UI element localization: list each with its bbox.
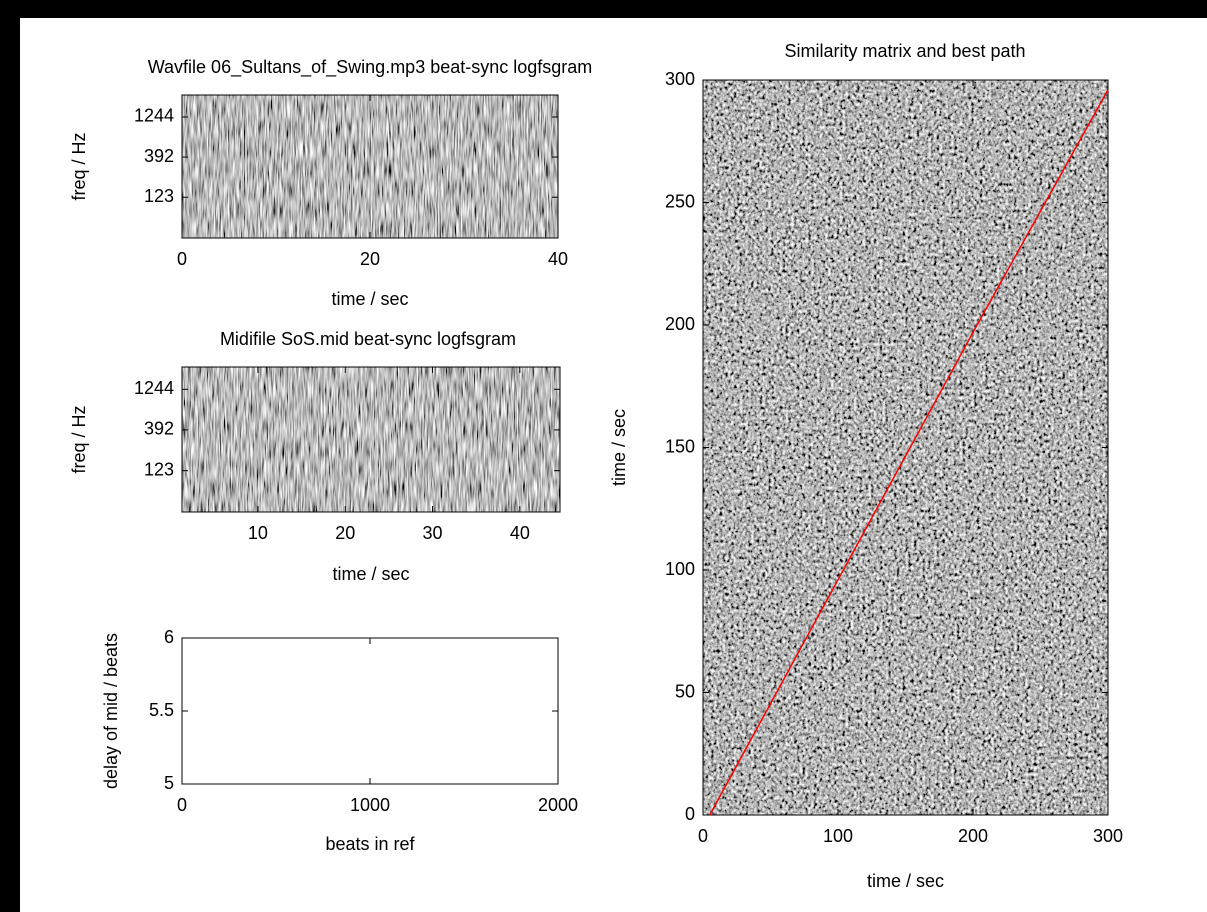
x-tick-label: 20 (335, 523, 355, 543)
y-axis-label: freq / Hz (69, 405, 89, 473)
y-axis-label: time / sec (609, 409, 629, 486)
best-path-line (709, 89, 1109, 816)
x-tick-label: 10 (248, 523, 268, 543)
x-tick-label: 0 (177, 795, 187, 815)
x-tick-label: 1000 (350, 795, 390, 815)
x-axis-label: time / sec (332, 564, 409, 584)
y-tick-label: 250 (665, 191, 695, 211)
x-tick-label: 40 (548, 249, 568, 269)
y-tick-label: 5.5 (149, 700, 174, 720)
y-tick-label: 1244 (134, 378, 174, 398)
y-tick-label: 392 (144, 146, 174, 166)
x-tick-label: 2000 (538, 795, 578, 815)
x-axis-label: time / sec (867, 871, 944, 891)
y-tick-label: 50 (675, 681, 695, 701)
axes-box (181, 366, 561, 513)
y-tick-label: 6 (164, 627, 174, 647)
subplot-title: Wavfile 06_Sultans_of_Swing.mp3 beat-syn… (148, 57, 593, 78)
x-tick-label: 30 (423, 523, 443, 543)
x-tick-label: 200 (958, 826, 988, 846)
x-tick-label: 0 (698, 826, 708, 846)
heatmap-image (182, 95, 558, 238)
y-tick-label: 1244 (134, 106, 174, 126)
y-axis-label: freq / Hz (69, 132, 89, 200)
y-tick-label: 0 (685, 804, 695, 824)
subplot-title: Midifile SoS.mid beat-sync logfsgram (220, 329, 516, 349)
y-tick-label: 200 (665, 314, 695, 334)
subplot-title: Similarity matrix and best path (784, 41, 1025, 61)
y-tick-label: 123 (144, 186, 174, 206)
y-tick-label: 5 (164, 773, 174, 793)
y-tick-label: 300 (665, 69, 695, 89)
x-tick-label: 300 (1093, 826, 1123, 846)
x-tick-label: 20 (360, 249, 380, 269)
y-tick-label: 123 (144, 459, 174, 479)
heatmap-image (182, 367, 560, 512)
y-tick-label: 392 (144, 419, 174, 439)
x-tick-label: 40 (510, 523, 530, 543)
heatmap-image (703, 80, 1108, 815)
x-axis-label: beats in ref (325, 834, 415, 854)
x-axis-label: time / sec (331, 289, 408, 309)
x-tick-label: 100 (823, 826, 853, 846)
y-tick-label: 100 (665, 559, 695, 579)
y-tick-label: 150 (665, 436, 695, 456)
x-tick-label: 0 (177, 249, 187, 269)
y-axis-label: delay of mid / beats (101, 633, 121, 789)
